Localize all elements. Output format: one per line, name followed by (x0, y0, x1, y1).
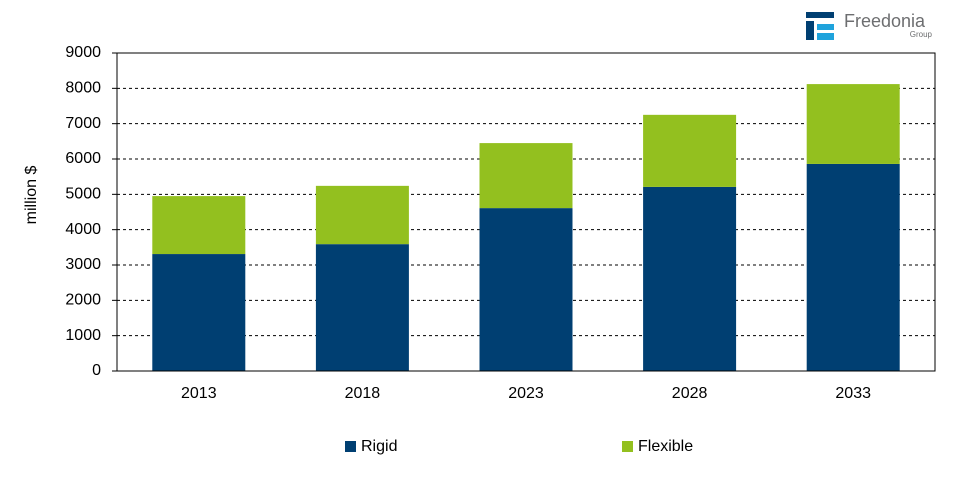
legend-label: Flexible (638, 438, 693, 455)
y-tick-label: 4000 (65, 221, 101, 238)
legend-swatch (622, 441, 633, 452)
bar-segment (152, 254, 246, 371)
bar-segment (152, 196, 246, 255)
logo: Freedonia Group (806, 11, 933, 40)
y-tick-label: 5000 (65, 186, 101, 203)
logo-sub: Group (910, 30, 933, 39)
legend-label: Rigid (361, 438, 397, 455)
bar-segment (806, 163, 900, 371)
y-tick-label: 1000 (65, 327, 101, 344)
logo-text: Freedonia (844, 11, 926, 31)
y-tick-label: 6000 (65, 150, 101, 167)
bar-segment (806, 84, 900, 164)
y-tick-label: 3000 (65, 256, 101, 273)
bar-segment (479, 143, 573, 209)
x-tick-label: 2028 (672, 385, 708, 402)
logo-bar (817, 24, 834, 30)
y-tick-label: 7000 (65, 115, 101, 132)
x-tick-label: 2013 (181, 385, 217, 402)
x-tick-label: 2018 (345, 385, 381, 402)
bar-segment (643, 114, 737, 187)
bar-segment (315, 185, 409, 245)
logo-bar (817, 33, 834, 40)
x-tick-label: 2023 (508, 385, 544, 402)
bar-segment (643, 186, 737, 371)
y-tick-label: 0 (92, 362, 101, 379)
y-axis-label: million $ (23, 166, 40, 225)
y-tick-label: 2000 (65, 292, 101, 309)
x-tick-label: 2033 (835, 385, 871, 402)
plot-frame (116, 52, 936, 372)
logo-bar (806, 12, 834, 18)
y-tick-label: 9000 (65, 44, 101, 61)
legend-swatch (345, 441, 356, 452)
logo-bar (806, 21, 814, 40)
y-tick-label: 8000 (65, 80, 101, 97)
bar-segment (315, 244, 409, 371)
bar-segment (479, 208, 573, 371)
